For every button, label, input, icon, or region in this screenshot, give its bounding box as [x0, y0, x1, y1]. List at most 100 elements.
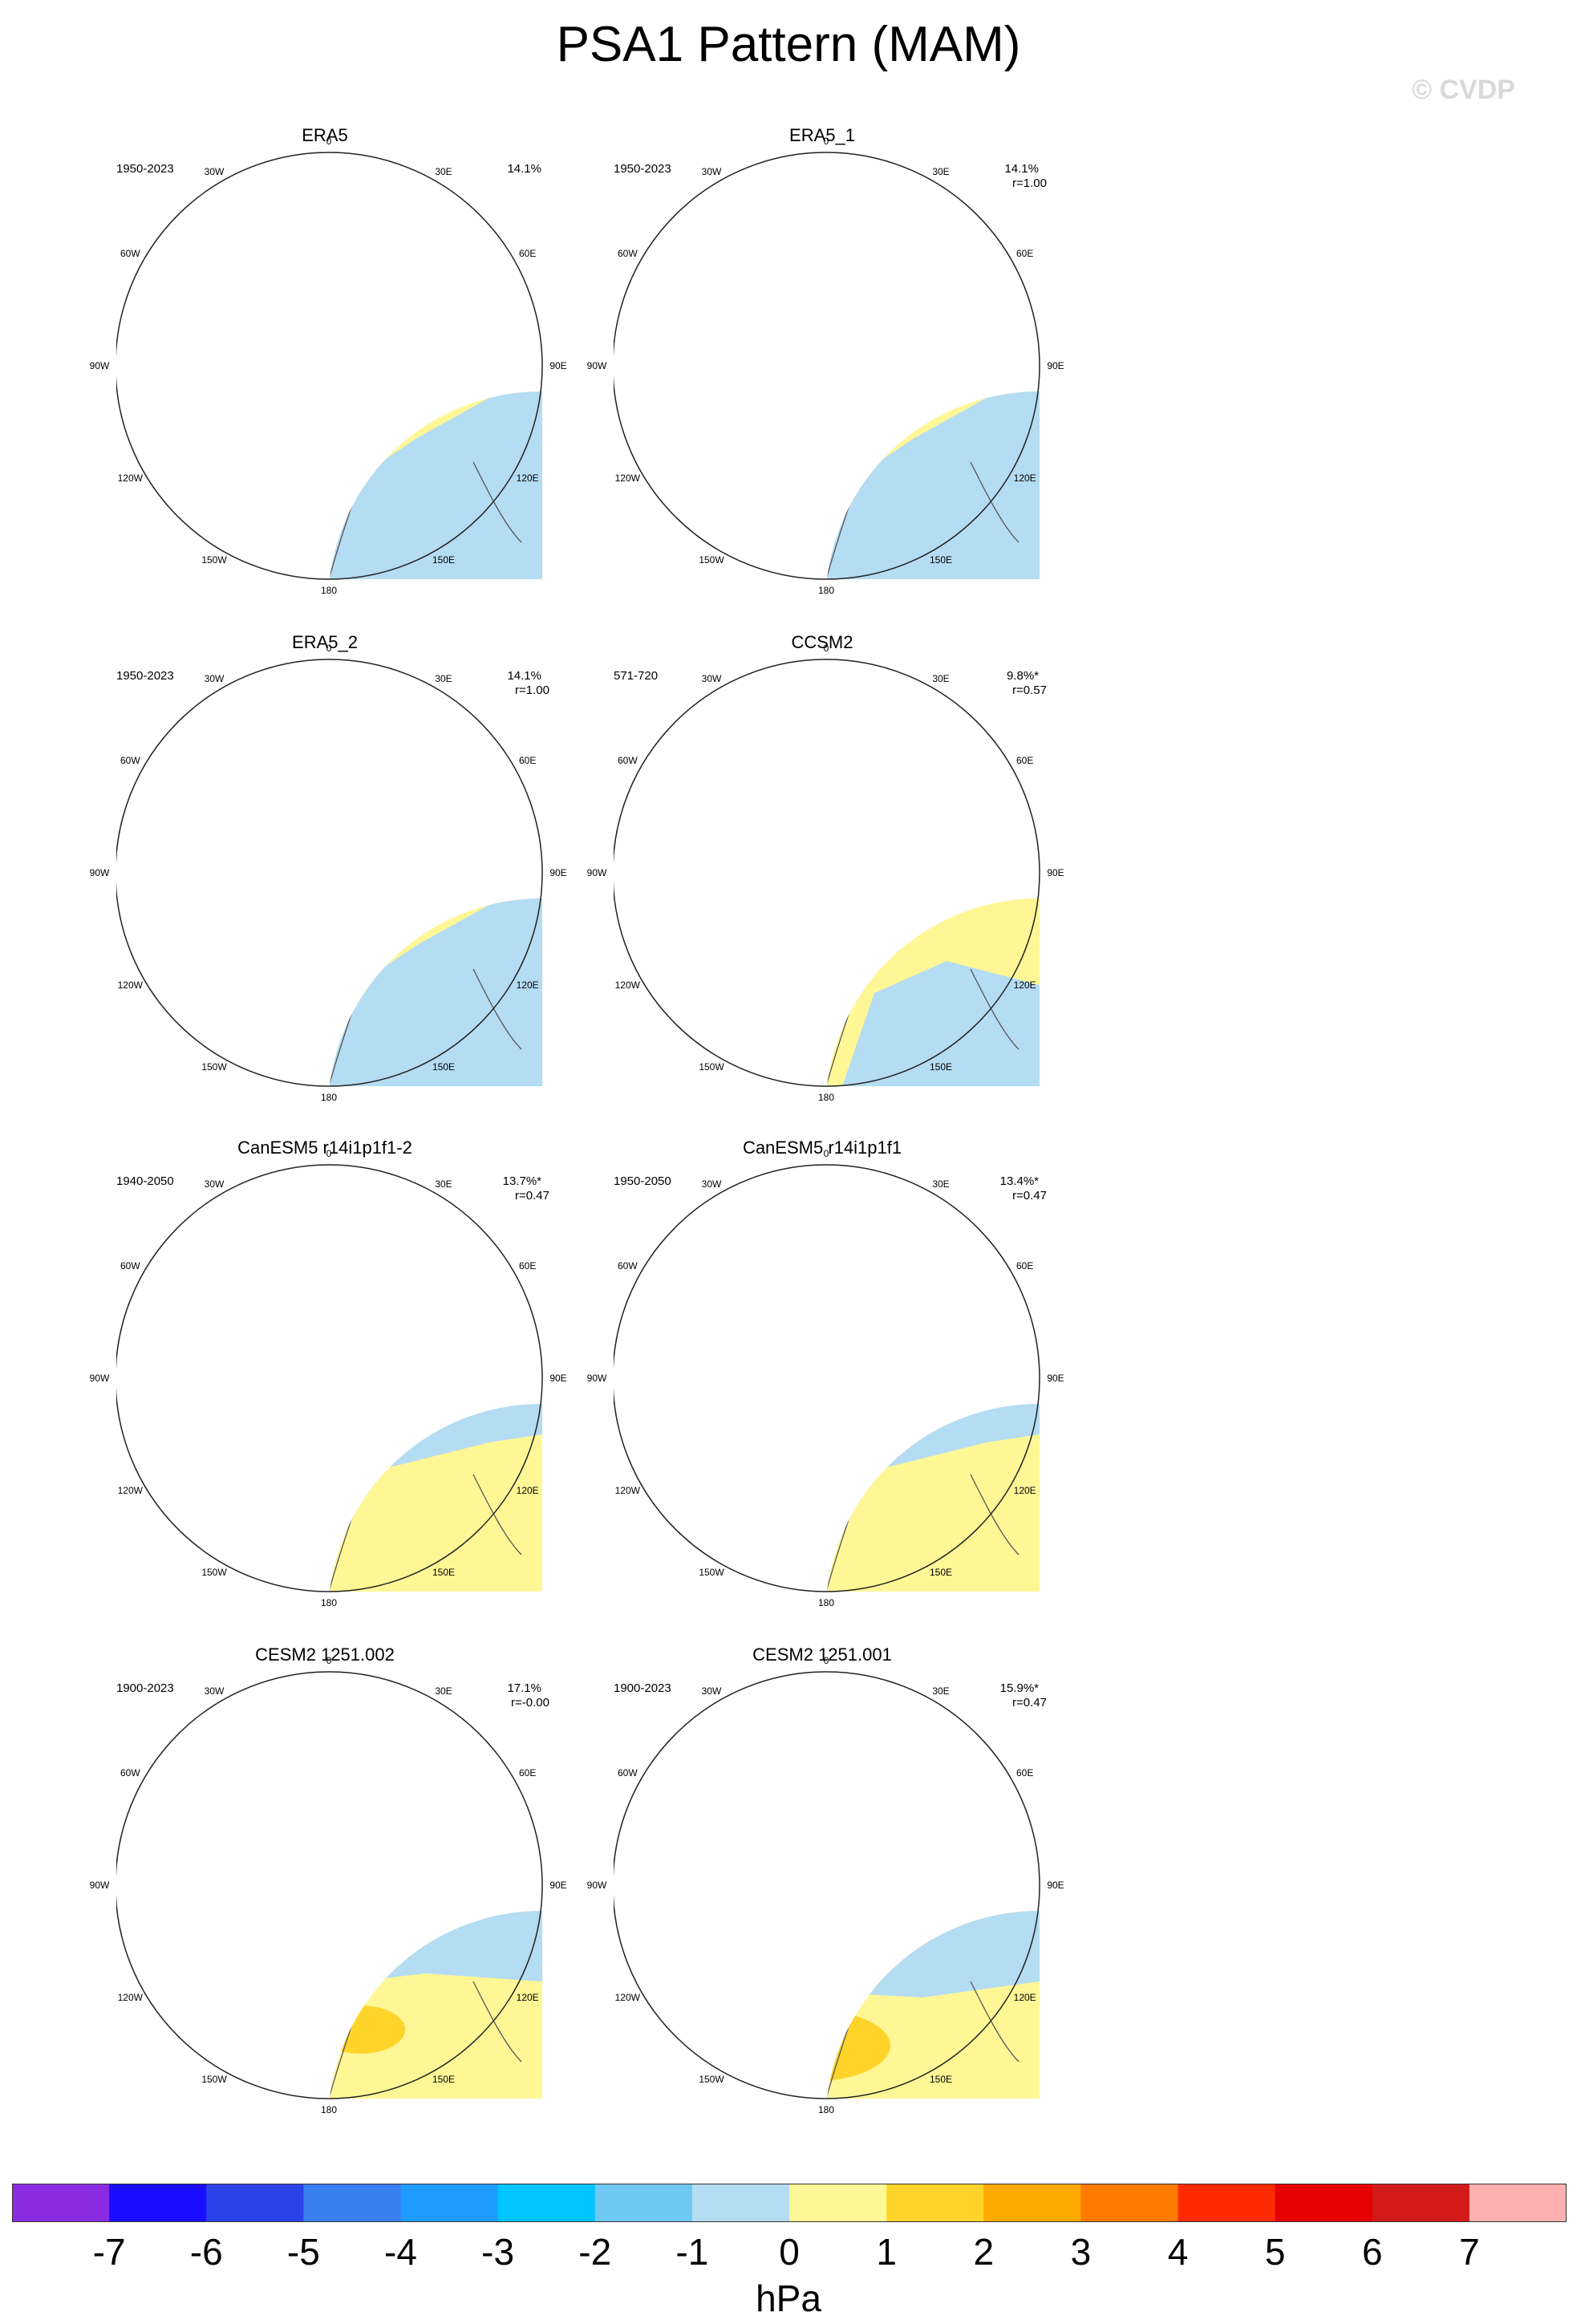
map-panel: CanESM5 r14i1p1f1-2 1940-2050 13.7%* r=0.47… [90, 1138, 790, 1620]
panel-title: ERA5_2 [292, 632, 358, 652]
colorbar-swatch [594, 2184, 693, 2222]
anomaly-contour [205, 1821, 277, 1949]
period-label: 1940-2050 [116, 1174, 174, 1188]
lon-label: 90E [549, 360, 567, 371]
lon-label: 150W [699, 554, 724, 566]
panel-title: CanESM5 r14i1p1f1-2 [237, 1138, 412, 1158]
panel-title: ERA5 [302, 125, 348, 145]
anomaly-contour [328, 391, 339, 397]
lon-label: 120W [614, 473, 640, 484]
lon-label: 90W [586, 1880, 607, 1891]
colorbar-frame [12, 2184, 1567, 2222]
lon-label: 150E [929, 554, 953, 566]
anomaly-contour [328, 391, 352, 446]
lon-label: 150W [201, 554, 227, 566]
polar-map [116, 659, 543, 1087]
period-label: 1900-2023 [116, 1681, 174, 1695]
anomaly-contour [778, 1672, 1040, 1821]
lon-label: 90W [89, 1373, 110, 1384]
lon-label: 180 [817, 585, 835, 596]
anomaly-contour [225, 1857, 257, 1913]
colorbar-tick-label: -3 [481, 2231, 515, 2273]
lon-label: 60E [518, 1260, 537, 1272]
lon-label: 30W [204, 1178, 225, 1190]
lon-label: 120W [117, 1485, 143, 1496]
panel-title: CCSM2 [791, 632, 853, 652]
anomaly-contour [825, 391, 864, 462]
polar-map [116, 152, 543, 580]
anomaly-contour [825, 391, 837, 397]
colorbar-tick-label: -4 [384, 2231, 417, 2273]
anomaly-contour [290, 1251, 335, 1296]
lon-label: 150E [432, 1061, 456, 1073]
period-label: 1950-2050 [614, 1174, 671, 1188]
lon-label: 30W [701, 672, 722, 684]
lon-label: 0 [326, 1148, 332, 1159]
lon-label: 150E [432, 1567, 456, 1579]
colorbar-tick-label: 2 [973, 2231, 995, 2273]
map-border [116, 152, 543, 580]
lon-label: 0 [326, 1655, 332, 1666]
lon-label: 30W [204, 672, 225, 684]
lon-label: 0 [326, 136, 332, 147]
anomaly-contour [825, 1911, 1040, 1998]
panel-title: ERA5_1 [789, 125, 855, 145]
lon-label: 120W [117, 473, 143, 484]
lon-label: 150E [432, 554, 456, 566]
anomaly-contour [116, 1165, 345, 1314]
correlation-label: r=1.00 [515, 683, 549, 697]
lon-label: 180 [320, 2104, 338, 2115]
lon-label: 90W [586, 360, 607, 371]
lon-label: 60W [120, 1260, 140, 1272]
colorbar-swatch [1372, 2184, 1470, 2222]
variance-label: 14.1% [1004, 162, 1039, 176]
lon-label: 150W [201, 1567, 227, 1579]
lon-label: 60E [518, 755, 537, 766]
lon-label: 90E [549, 1373, 567, 1384]
anomaly-contour [825, 408, 853, 477]
map-border [614, 659, 1040, 1087]
variance-label: 13.7%* [502, 1174, 541, 1188]
anomaly-contour [276, 879, 334, 931]
page-title: PSA1 Pattern (MAM) [556, 17, 1021, 72]
anomaly-contour [151, 338, 186, 426]
lon-label: 90E [1047, 360, 1064, 371]
lon-label: 150W [201, 2074, 227, 2086]
colorbar-tick-label: 7 [1459, 2231, 1480, 2273]
lon-label: 120W [614, 979, 640, 991]
lon-label: 30E [435, 672, 452, 684]
lon-label: 90W [586, 867, 607, 878]
anomaly-contour [614, 1165, 842, 1314]
lon-label: 120E [516, 979, 539, 991]
correlation-label: r=0.47 [1012, 1189, 1047, 1203]
lon-label: 120E [516, 473, 539, 484]
lon-label: 30W [204, 165, 225, 177]
polar-map [614, 1671, 1040, 2099]
colorbar-tick-label: -5 [286, 2231, 320, 2273]
lon-label: 90W [89, 867, 110, 878]
anomaly-contour [377, 659, 542, 849]
anomaly-contour [151, 845, 186, 933]
lon-label: 150E [929, 1567, 953, 1579]
anomaly-contour [328, 898, 352, 953]
colorbar [12, 2184, 1567, 2222]
variance-label: 9.8%* [1006, 669, 1039, 683]
lon-label: 150W [201, 1061, 227, 1073]
anomaly-contour [773, 372, 831, 424]
anomaly-contour [393, 1322, 457, 1402]
lon-label: 30W [701, 165, 722, 177]
anomaly-contour [890, 1322, 955, 1402]
panel-title: CanESM5 r14i1p1f1 [742, 1138, 902, 1158]
lon-label: 90E [1047, 1373, 1064, 1384]
lon-label: 150W [699, 1061, 724, 1073]
map-panel: CCSM2 571-720 9.8%* r=0.57 0 30E 60E 90E 120E 150… [587, 632, 1287, 1115]
anomaly-contour [825, 898, 875, 909]
correlation-label: r=1.00 [1012, 176, 1047, 190]
polar-map [116, 1671, 543, 2099]
lon-label: 120W [117, 1992, 143, 2003]
anomaly-contour [698, 1294, 794, 1382]
lon-label: 120W [614, 1485, 640, 1496]
lon-label: 30E [435, 165, 452, 177]
lon-label: 0 [823, 643, 829, 654]
colorbar-swatch [1080, 2184, 1178, 2222]
